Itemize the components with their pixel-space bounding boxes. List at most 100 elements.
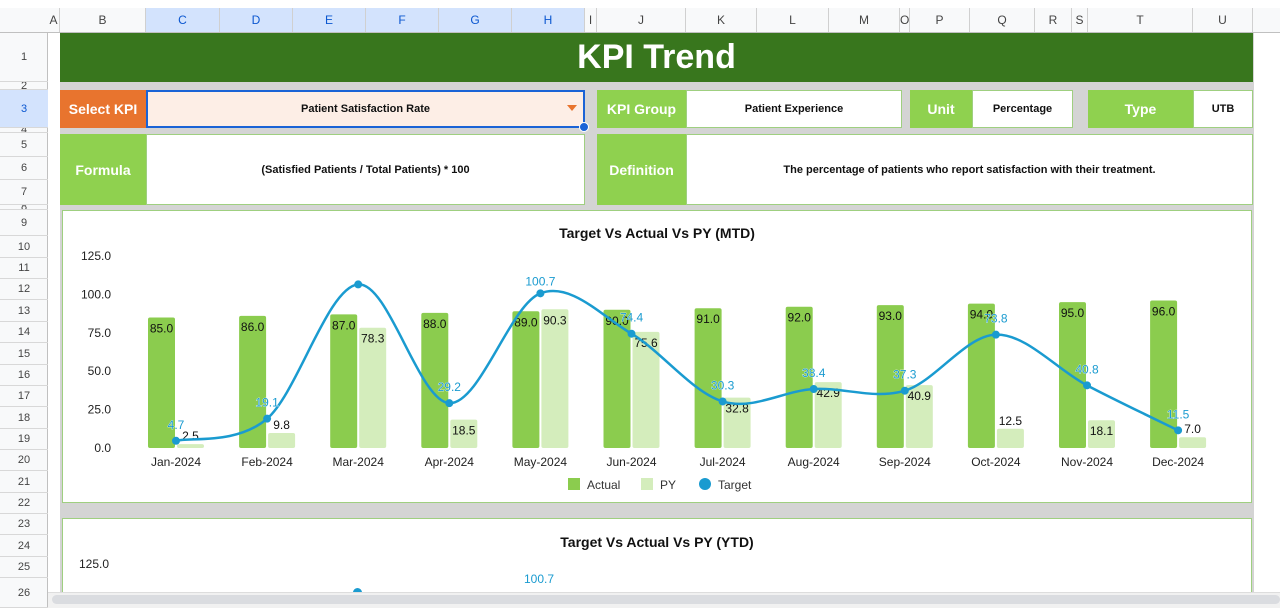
target-data-label: 100.7 [524,572,555,586]
target-point [1174,426,1183,435]
row-header-26[interactable]: 26 [0,578,48,608]
target-point [991,330,1000,339]
definition-value: The percentage of patients who report sa… [686,134,1253,205]
x-tick-label: Apr-2024 [425,455,475,469]
row-header-12[interactable]: 12 [0,279,48,300]
row-header-5[interactable]: 5 [0,133,48,157]
target-point [809,385,818,394]
actual-data-label: 94.0 [970,308,994,322]
row-header-1[interactable]: 1 [0,33,48,82]
dropdown-arrow-icon[interactable] [567,105,577,111]
fill-handle[interactable] [579,122,589,132]
row-header-14[interactable]: 14 [0,322,48,343]
row-header-10[interactable]: 10 [0,236,48,258]
row-header-21[interactable]: 21 [0,471,48,493]
chart-title: Target Vs Actual Vs PY (YTD) [560,534,754,550]
chart-title: Target Vs Actual Vs PY (MTD) [559,225,755,241]
scrollbar-thumb[interactable] [52,595,1280,604]
row-header-2[interactable]: 2 [0,82,48,90]
actual-data-label: 88.0 [423,317,447,331]
py-bar [996,428,1024,448]
column-header-S[interactable]: S [1072,8,1088,32]
x-tick-label: Jan-2024 [151,455,201,469]
kpi-group-label: KPI Group [597,90,686,128]
target-data-label: 38.4 [802,366,826,380]
row-header-7[interactable]: 7 [0,180,48,205]
row-header-11[interactable]: 11 [0,258,48,279]
target-data-label: 100.7 [525,274,555,288]
y-tick-label: 50.0 [88,364,112,378]
column-header-P[interactable]: P [910,8,970,32]
row-header-25[interactable]: 25 [0,557,48,578]
x-tick-label: Mar-2024 [333,455,385,469]
kpi-dropdown[interactable]: Patient Satisfaction Rate [146,90,589,132]
py-bar [450,419,478,448]
row-header-17[interactable]: 17 [0,386,48,407]
actual-bar [785,306,813,448]
actual-data-label: 96.0 [1152,305,1176,319]
py-data-label: 12.5 [999,414,1023,428]
row-header-4[interactable]: 4 [0,128,48,133]
column-header-F[interactable]: F [366,8,439,32]
py-data-label: 78.3 [361,332,385,346]
column-header-U[interactable]: U [1193,8,1253,32]
py-bar [1179,437,1207,448]
unit-value: Percentage [972,90,1073,128]
row-header-20[interactable]: 20 [0,450,48,471]
select-kpi-label: Select KPI [60,90,146,128]
mtd-chart[interactable]: Target Vs Actual Vs PY (MTD) 0.0 25.0 50.0… [62,210,1252,503]
column-header-J[interactable]: J [597,8,686,32]
row-header-18[interactable]: 18 [0,407,48,429]
row-header-3[interactable]: 3 [0,90,48,128]
unit-label: Unit [910,90,972,128]
legend-swatch-actual [568,478,580,490]
x-tick-label: Oct-2024 [971,455,1021,469]
y-tick-label: 0.0 [94,441,111,455]
actual-bar [330,314,358,448]
column-header-R[interactable]: R [1035,8,1072,32]
py-bar [1088,420,1115,448]
py-bar [723,397,751,448]
kpi-dropdown-value: Patient Satisfaction Rate [301,103,430,115]
row-header-9[interactable]: 9 [0,210,48,236]
x-tick-label: Aug-2024 [788,455,840,469]
row-header-23[interactable]: 23 [0,514,48,535]
target-data-label: 19.1 [255,396,279,410]
actual-data-label: 92.0 [788,311,812,325]
py-data-label: 18.5 [452,424,476,438]
py-bar [177,444,204,448]
column-header-C[interactable]: C [146,8,220,32]
column-header-I[interactable]: I [585,8,597,32]
y-tick-label: 25.0 [88,403,112,417]
column-header-O[interactable]: O [900,8,910,32]
column-header-L[interactable]: L [757,8,829,32]
target-point [445,399,454,408]
column-header-G[interactable]: G [439,8,512,32]
row-header-15[interactable]: 15 [0,343,48,365]
row-header-19[interactable]: 19 [0,429,48,450]
actual-bar [148,317,175,448]
column-header-E[interactable]: E [293,8,366,32]
column-header-M[interactable]: M [829,8,900,32]
target-data-label: 74.4 [620,311,644,325]
actual-bar [1150,300,1178,448]
mtd-chart-plot: 0.0 25.0 50.0 75.0 100.0 125.0 85.0 2.5 Jan-2024… [81,249,1207,492]
row-header-13[interactable]: 13 [0,300,48,322]
column-header-K[interactable]: K [686,8,757,32]
row-header-6[interactable]: 6 [0,157,48,180]
column-header-T[interactable]: T [1088,8,1193,32]
column-header-D[interactable]: D [220,8,293,32]
legend-label: Actual [587,478,620,492]
row-header-22[interactable]: 22 [0,493,48,514]
target-point [354,280,363,289]
row-header-24[interactable]: 24 [0,535,48,557]
row-header-16[interactable]: 16 [0,365,48,386]
py-data-label: 32.8 [725,402,749,416]
type-label: Type [1088,90,1193,128]
target-data-label: 29.2 [438,380,462,394]
row-header-8[interactable]: 8 [0,205,48,210]
column-header-H[interactable]: H [512,8,585,32]
column-header-A[interactable]: A [48,8,60,32]
column-header-Q[interactable]: Q [970,8,1035,32]
column-header-B[interactable]: B [60,8,146,32]
